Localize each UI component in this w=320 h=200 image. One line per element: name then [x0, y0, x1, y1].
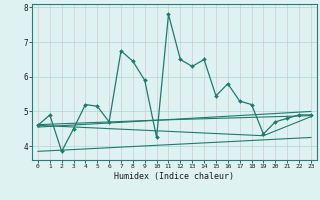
X-axis label: Humidex (Indice chaleur): Humidex (Indice chaleur) [115, 172, 234, 181]
